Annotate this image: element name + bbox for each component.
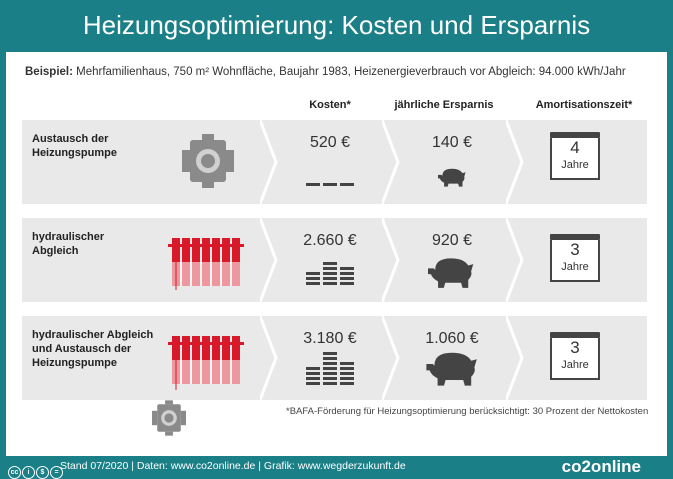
- cost-value: 3.180 €: [303, 330, 357, 347]
- content-panel: Beispiel: Mehrfamilienhaus, 750 m² Wohnf…: [6, 52, 667, 456]
- divider-chevron: [506, 218, 524, 302]
- calendar-icon: 3 Jahre: [550, 234, 600, 284]
- piggy-bank-icon: [426, 352, 477, 386]
- footnote: *BAFA-Förderung für Heizungsoptimierung …: [286, 406, 649, 417]
- divider-chevron: [506, 316, 524, 400]
- page-title: Heizungsoptimierung: Kosten und Ersparni…: [82, 10, 591, 40]
- piggy-bank-icon: [428, 258, 474, 288]
- no-coins-dash-icon: [306, 183, 354, 186]
- example-text: Mehrfamilienhaus, 750 m² Wohnfläche, Bau…: [72, 66, 626, 78]
- row-label: hydraulischer Abgleich: [32, 231, 105, 257]
- row-label: hydraulischer Abgleich und Austausch der…: [32, 329, 154, 369]
- savings-value: 920 €: [431, 232, 473, 249]
- divider-chevron: [260, 218, 278, 302]
- row-hydraulic-balancing: hydraulischer Abgleich 2.660 €: [22, 218, 647, 302]
- radiator-icon: [168, 336, 244, 390]
- footer-bar: cc i $ = Stand 07/2020 | Daten: www.co2onli…: [0, 456, 673, 479]
- payback-unit: Jahre: [561, 159, 589, 171]
- calendar-icon: 3 Jahre: [550, 332, 600, 382]
- payback-years: 4: [570, 138, 580, 157]
- piggy-bank-icon: [438, 168, 466, 187]
- example-label: Beispiel:: [25, 66, 73, 78]
- example-description: Beispiel: Mehrfamilienhaus, 750 m² Wohnf…: [25, 66, 626, 78]
- divider-chevron: [382, 218, 400, 302]
- row-pump-replacement: Austausch der Heizungspumpe 520 € 140 €: [22, 120, 647, 204]
- creative-commons-icon: cc i $ =: [8, 461, 64, 479]
- payback-years: 3: [570, 240, 580, 259]
- pump-icon: [182, 134, 234, 188]
- divider-chevron: [506, 120, 524, 204]
- savings-value: 140 €: [431, 134, 473, 151]
- payback-unit: Jahre: [561, 359, 589, 371]
- coin-stack-icon: [306, 262, 354, 285]
- savings-value: 1.060 €: [425, 330, 479, 347]
- row-label: Austausch der Heizungspumpe: [32, 133, 117, 159]
- footer-credits: Stand 07/2020 | Daten: www.co2online.de …: [60, 460, 406, 472]
- divider-chevron: [260, 120, 278, 204]
- column-header-savings: jährliche Ersparnis: [394, 99, 494, 111]
- cost-value: 520 €: [309, 134, 351, 151]
- divider-chevron: [382, 316, 400, 400]
- divider-chevron: [382, 120, 400, 204]
- divider-chevron: [260, 316, 278, 400]
- column-header-cost: Kosten*: [309, 99, 351, 111]
- payback-years: 3: [570, 338, 580, 357]
- pump-icon: [152, 400, 186, 436]
- row-balancing-and-pump: hydraulischer Abgleich und Austausch der…: [22, 316, 647, 400]
- coin-stack-icon: [306, 352, 354, 385]
- calendar-icon: 4 Jahre: [550, 132, 600, 182]
- radiator-icon: [168, 238, 244, 290]
- column-header-payback: Amortisationszeit*: [535, 99, 633, 111]
- cost-value: 2.660 €: [303, 232, 357, 249]
- payback-unit: Jahre: [561, 261, 589, 273]
- brand-logo: co2online: [561, 457, 641, 476]
